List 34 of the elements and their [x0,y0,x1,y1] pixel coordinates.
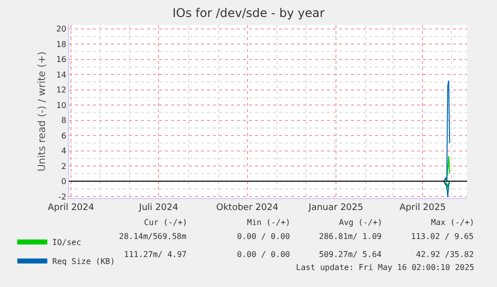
text: Avg (-/+) [339,218,382,227]
y-tick-label: 0 [61,177,66,186]
y-tick-label: 16 [56,55,66,64]
y-tick-label: 4 [61,146,66,156]
text: 286.81m/ 1.09 [319,232,382,241]
y-tick-label: 2 [61,162,66,171]
y-tick-label: 8 [61,116,66,126]
legend-label: Req Size (KB) [52,257,115,266]
y-tick-label: -2 [58,192,66,202]
text: 28.14m/569.58m [119,232,187,241]
chart-title: IOs for /dev/sde - by year [172,6,325,20]
text: 509.27m/ 5.64 [319,250,382,259]
legend-label: IO/sec [52,238,82,248]
text: 113.02 / 9.65 [411,232,474,241]
y-tick-label: 20 [56,24,66,34]
y-tick-label: 10 [56,100,66,110]
text: 42.92 /35.82 [416,250,474,259]
text: Cur (-/+) [144,218,188,227]
x-tick-label: Juli 2024 [138,202,178,213]
x-tick-label: Oktober 2024 [216,202,279,213]
text: Min (-/+) [247,218,290,227]
text: Last update: Fri May 16 02:00:10 2025 [296,263,474,272]
y-axis-title: Units read (-) / write (+) [37,51,48,172]
text: Max (-/+) [431,218,474,227]
x-tick-label: Januar 2025 [308,202,364,213]
y-tick-label: 14 [56,70,66,80]
text: 111.27m/ 4.97 [124,250,187,259]
text: 0.00 / 0.00 [237,232,290,241]
x-tick-label: April 2025 [400,202,446,213]
y-tick-label: 18 [56,40,66,49]
x-tick-label: April 2024 [48,202,94,213]
text: 0.00 / 0.00 [237,250,290,259]
y-tick-label: 12 [56,86,66,95]
y-tick-label: 6 [61,131,66,140]
